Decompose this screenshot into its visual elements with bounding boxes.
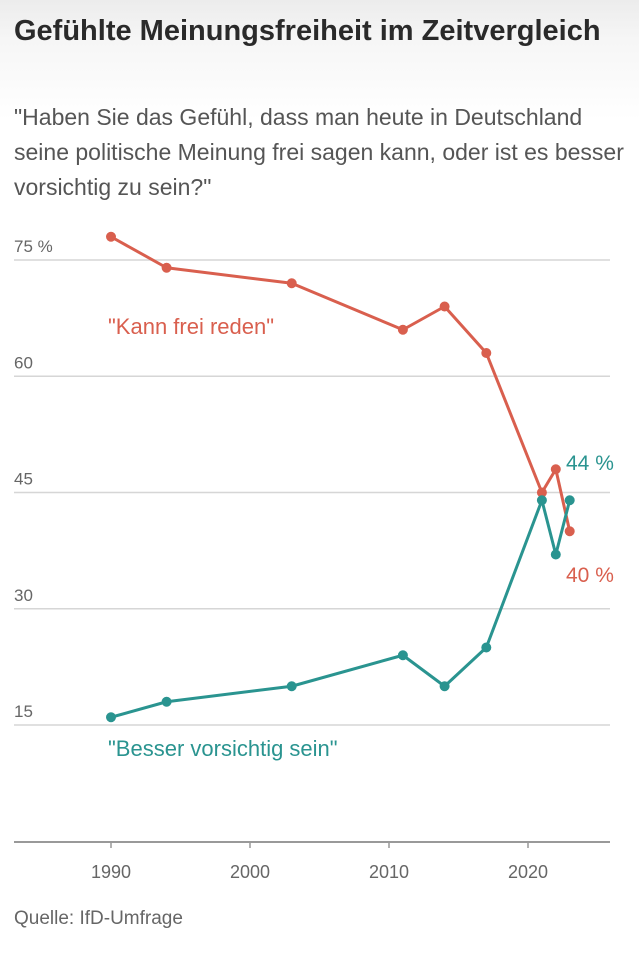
data-point bbox=[397, 324, 408, 335]
data-point bbox=[536, 495, 547, 506]
grid-layer bbox=[14, 259, 610, 843]
label-layer: "Kann frei reden" 40 % "Besser vorsichtig … bbox=[108, 314, 614, 761]
y-tick-label: 15 bbox=[14, 702, 33, 721]
y-axis-ticks: 75 % 60 45 30 15 bbox=[14, 237, 53, 721]
data-point bbox=[161, 262, 172, 273]
x-tick-label: 2020 bbox=[508, 862, 548, 882]
data-point bbox=[106, 712, 116, 723]
data-point bbox=[564, 526, 575, 537]
data-point bbox=[564, 495, 575, 506]
source-note: Quelle: IfD-Umfrage bbox=[14, 908, 183, 929]
series-end-label: 44 % bbox=[566, 452, 614, 475]
data-point bbox=[481, 642, 492, 653]
x-tick-label: 2010 bbox=[369, 862, 409, 882]
data-point bbox=[286, 681, 297, 692]
y-tick-label: 30 bbox=[14, 586, 33, 605]
x-axis-ticks: 1990 2000 2010 2020 bbox=[91, 842, 548, 882]
data-point bbox=[439, 681, 450, 692]
y-tick-label: 60 bbox=[14, 353, 33, 372]
series-layer bbox=[106, 231, 575, 723]
x-tick-label: 2000 bbox=[230, 862, 270, 882]
data-point bbox=[106, 231, 116, 242]
data-point bbox=[397, 650, 408, 661]
data-point bbox=[536, 487, 547, 498]
y-tick-label: 45 bbox=[14, 470, 33, 489]
y-tick-label: 75 % bbox=[14, 237, 53, 256]
data-point bbox=[161, 696, 172, 707]
data-point bbox=[550, 464, 561, 475]
chart-subtitle: "Haben Sie das Gefühl, dass man heute in… bbox=[14, 104, 624, 200]
series-end-label: 40 % bbox=[566, 564, 614, 587]
series-name-label: "Kann frei reden" bbox=[108, 314, 274, 339]
data-point bbox=[286, 278, 297, 289]
series-line bbox=[110, 235, 572, 532]
data-point bbox=[481, 348, 492, 358]
data-point bbox=[439, 301, 450, 312]
data-point bbox=[550, 549, 561, 560]
chart-title: Gefühlte Meinungsfreiheit im Zeitverglei… bbox=[14, 15, 601, 47]
x-tick-label: 1990 bbox=[91, 862, 131, 882]
series-name-label: "Besser vorsichtig sein" bbox=[108, 736, 338, 761]
